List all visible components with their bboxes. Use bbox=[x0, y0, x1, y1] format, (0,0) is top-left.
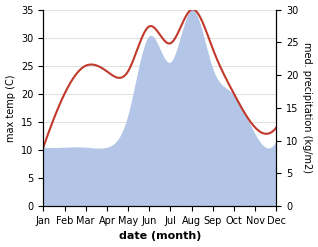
Y-axis label: med. precipitation (kg/m2): med. precipitation (kg/m2) bbox=[302, 42, 313, 173]
X-axis label: date (month): date (month) bbox=[119, 231, 201, 242]
Y-axis label: max temp (C): max temp (C) bbox=[5, 74, 16, 142]
